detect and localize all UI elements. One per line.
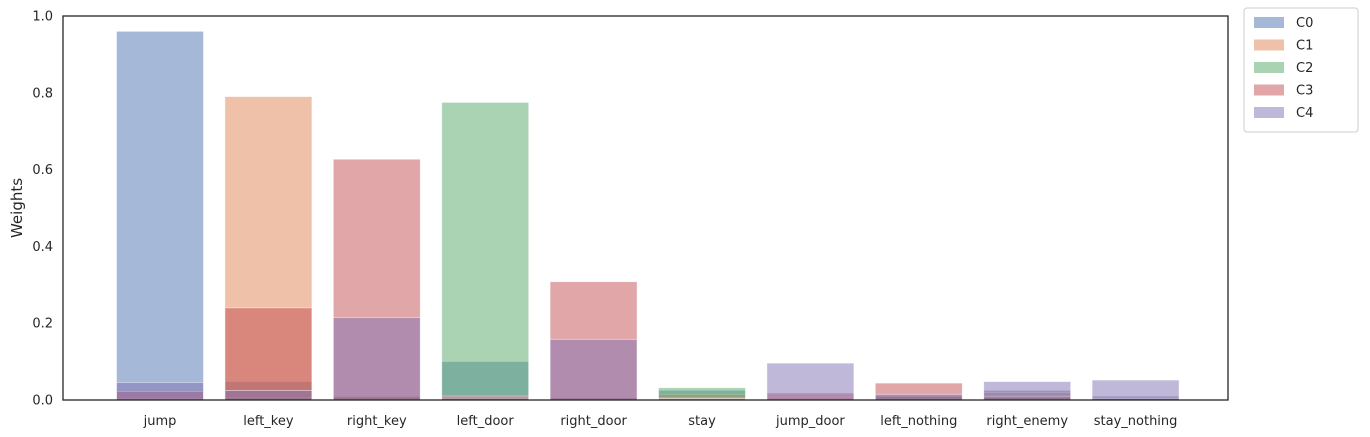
x-tick-label: right_key	[347, 414, 407, 429]
x-tick-label: right_door	[560, 414, 627, 429]
legend-box	[1243, 7, 1359, 133]
bar-C0-jump	[116, 30, 204, 401]
bar-C4-right_enemy	[983, 381, 1072, 401]
y-axis-label: Weights	[8, 178, 26, 238]
bars-layer	[116, 30, 1180, 401]
y-tick-label: 0.6	[32, 163, 53, 178]
legend-swatch-C3	[1254, 84, 1284, 96]
y-tick-label: 1.0	[32, 10, 53, 25]
legend-swatch-C2	[1254, 62, 1284, 73]
legend-label-C0: C0	[1296, 16, 1313, 31]
series-C4	[116, 317, 1180, 401]
bar-C4-right_door	[549, 338, 638, 401]
legend-swatch-C0	[1254, 17, 1284, 28]
y-axis: 0.0 0.2 0.4 0.6 0.8 1.0	[32, 10, 53, 409]
x-tick-label: stay_nothing	[1094, 414, 1178, 429]
plot-frame	[62, 15, 1229, 401]
legend-swatch-C4	[1254, 107, 1284, 118]
legend-label-C4: C4	[1296, 106, 1313, 121]
x-axis: jump left_key right_key left_door right_door…	[143, 414, 1178, 429]
bar-C4-stay_nothing	[1091, 379, 1180, 401]
x-tick-label: left_nothing	[880, 414, 957, 429]
bar-C4-jump	[116, 381, 204, 401]
y-tick-label: 0.8	[32, 86, 53, 101]
x-tick-label: left_key	[243, 414, 294, 429]
x-tick-label: stay	[688, 414, 716, 429]
y-tick-label: 0.4	[32, 240, 53, 255]
y-tick-label: 0.2	[32, 317, 53, 332]
bar-C4-jump_door	[766, 362, 855, 401]
legend: C0 C1 C2 C3 C4	[1243, 7, 1359, 133]
bar-C4-right_key	[332, 317, 421, 401]
legend-swatch-C1	[1254, 39, 1284, 51]
y-tick-label: 0.0	[32, 394, 53, 409]
legend-label-C3: C3	[1296, 84, 1313, 99]
x-tick-label: right_enemy	[986, 414, 1068, 429]
bar-C4-left_nothing	[874, 393, 963, 401]
x-tick-label: left_door	[457, 414, 515, 429]
x-tick-label: jump	[143, 414, 177, 429]
bar-C2-left_door	[441, 102, 530, 401]
legend-label-C2: C2	[1296, 61, 1313, 76]
bar-C4-left_key	[224, 389, 313, 401]
legend-label-C1: C1	[1296, 39, 1313, 54]
bar-C3-left_key	[224, 307, 313, 401]
x-tick-label: jump_door	[775, 414, 845, 429]
